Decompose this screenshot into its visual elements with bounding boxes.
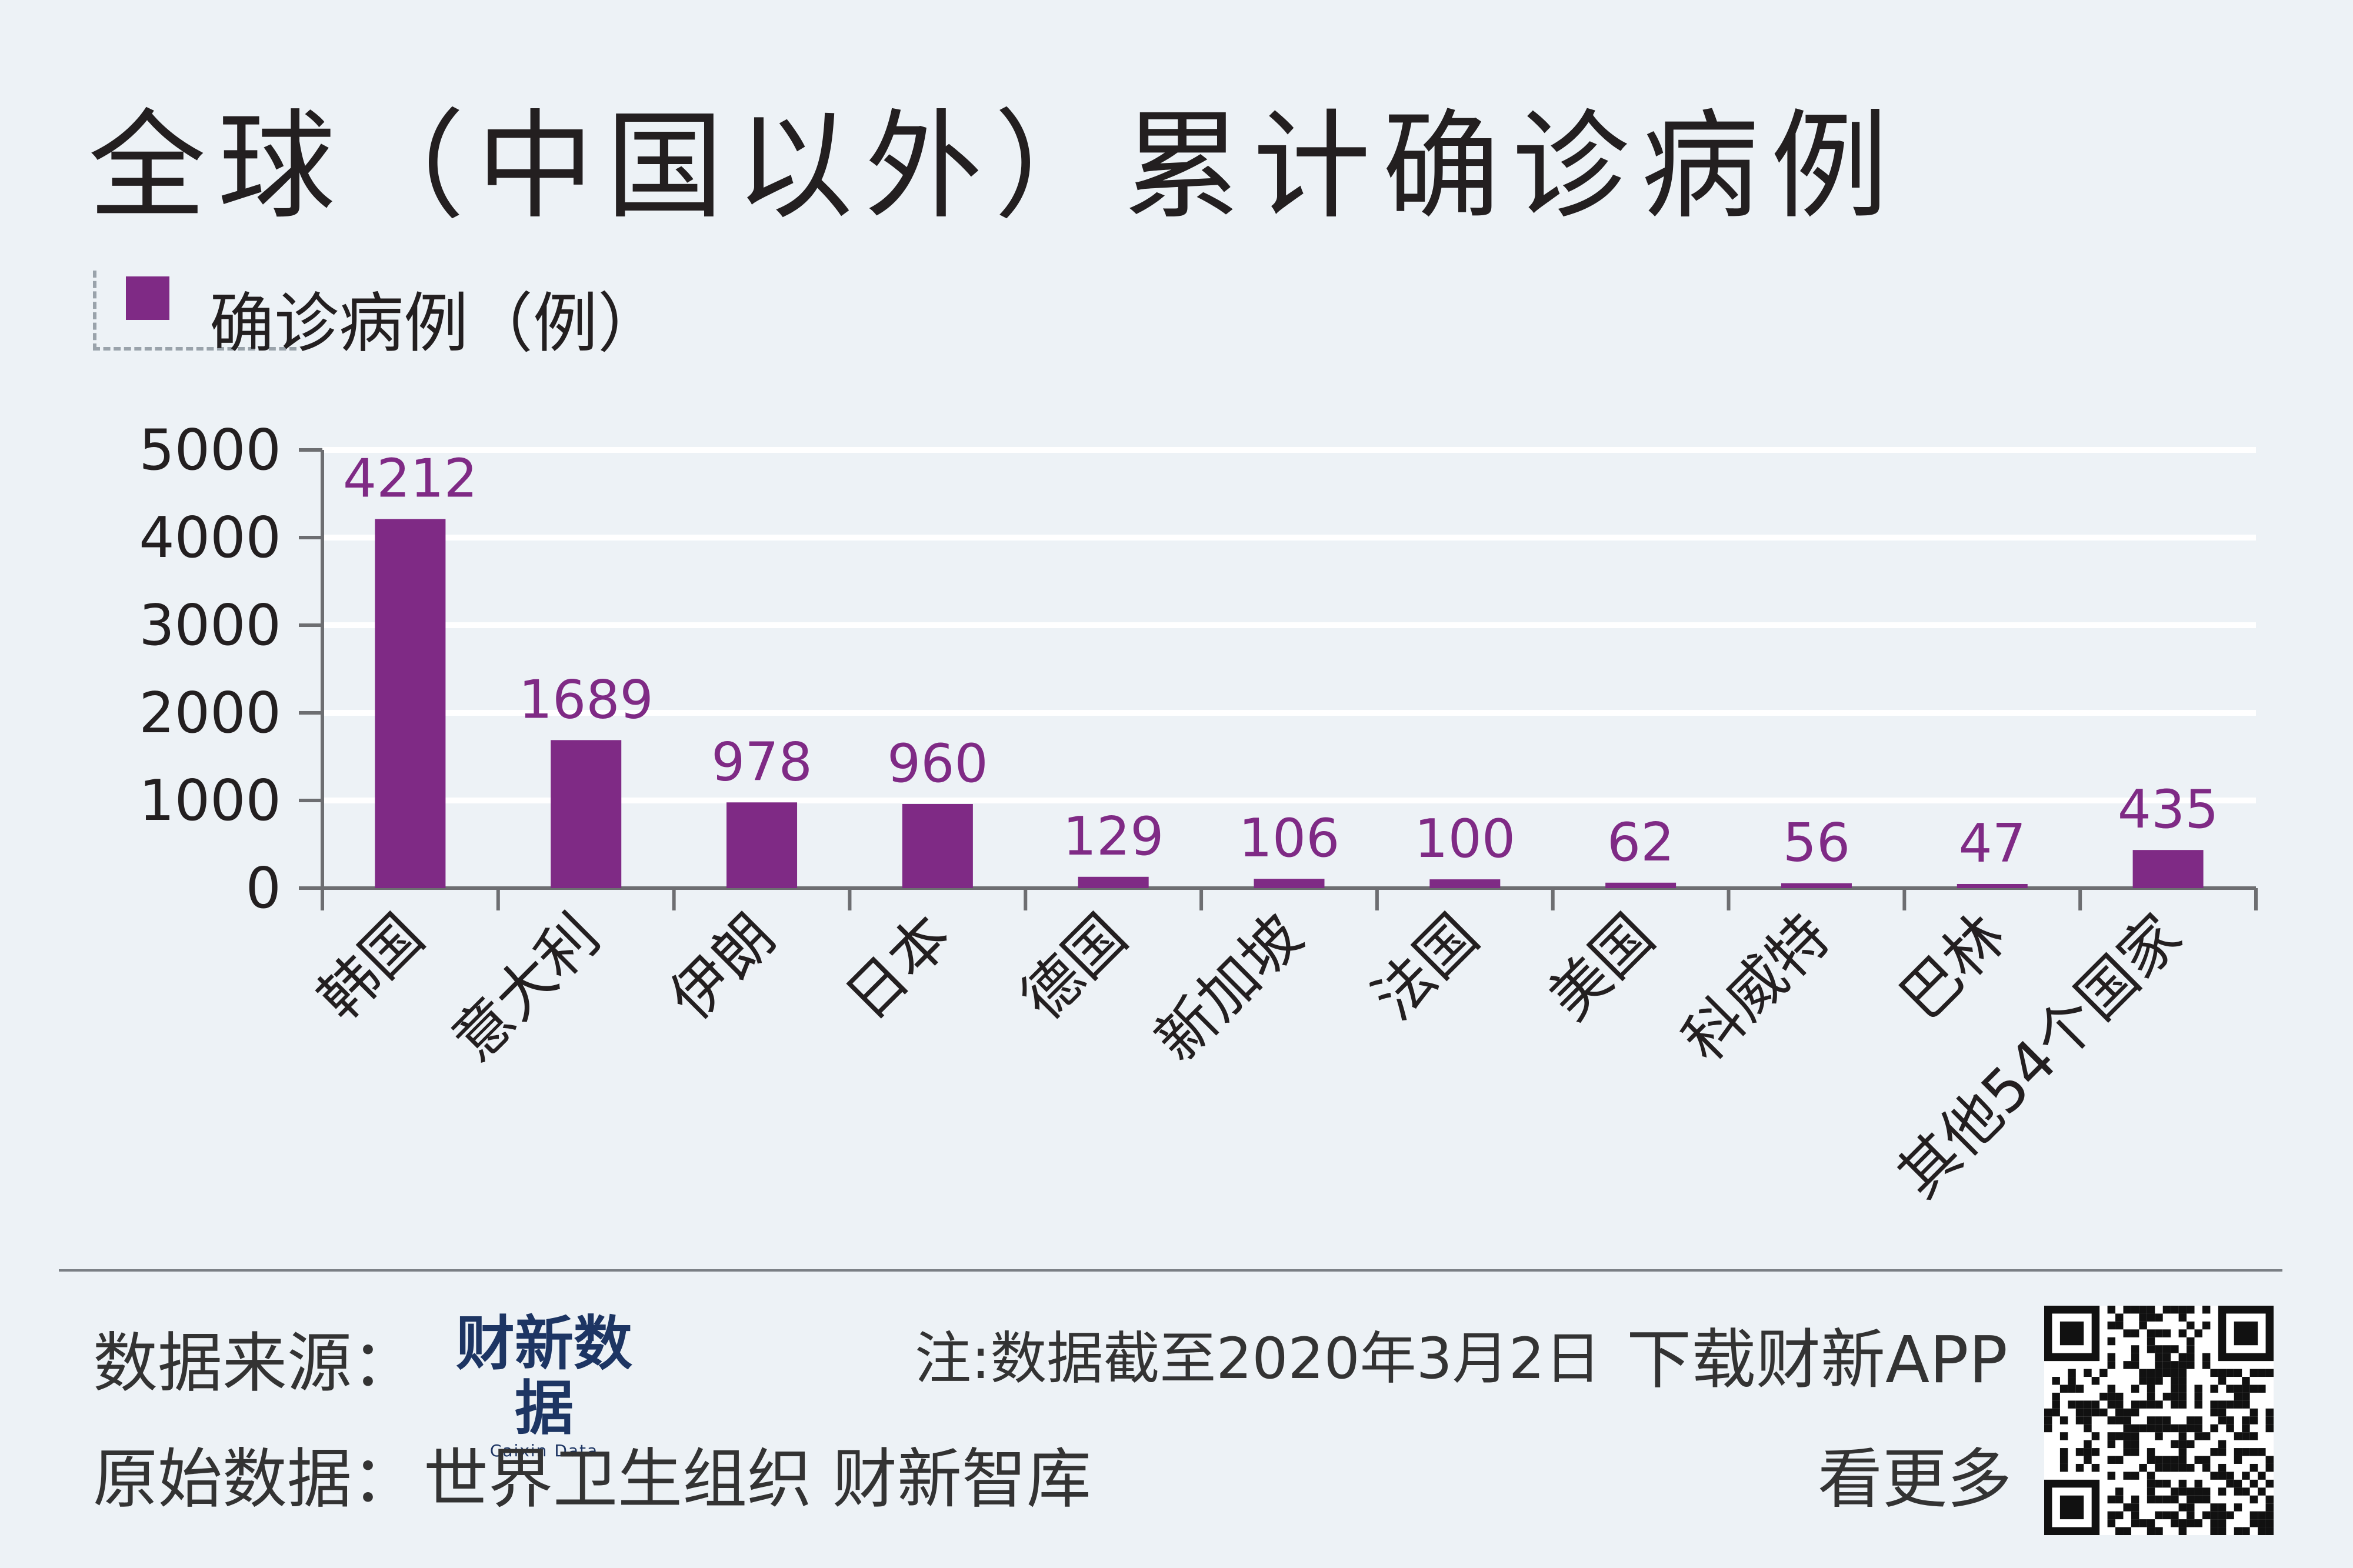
bar — [1605, 882, 1677, 888]
bar — [726, 802, 798, 888]
y-tick-label: 2000 — [139, 681, 281, 746]
data-label: 100 — [1414, 808, 1515, 870]
category-label: 科威特 — [1669, 901, 1843, 1075]
brand-cn: 财新数据 — [456, 1309, 632, 1443]
chart-title: 全球（中国以外）累计确诊病例 — [88, 98, 1901, 235]
category-label: 新加坡 — [1142, 901, 1316, 1075]
y-tick-label: 1000 — [139, 769, 281, 833]
y-tick-label: 0 — [246, 856, 281, 921]
category-label: 德国 — [1008, 901, 1139, 1033]
y-tick-label: 3000 — [139, 593, 281, 658]
data-label: 1689 — [519, 669, 654, 730]
y-tick-label: 4000 — [139, 506, 281, 571]
brand-en: Caixin Data — [489, 1441, 599, 1460]
legend-box — [93, 271, 296, 351]
bar-chart: 0 1000 2000 3000 4000 5000 4212 1689 978 960 129 1… — [139, 418, 2258, 1211]
data-label: 435 — [2118, 779, 2219, 840]
category-label: 韩国 — [305, 901, 436, 1033]
legend-label: 确诊病例（例） — [209, 286, 662, 361]
footer-divider — [59, 1269, 2282, 1272]
legend-swatch — [126, 276, 169, 320]
see-more-link[interactable]: 看更多 — [1818, 1442, 2012, 1517]
caixin-data-logo: 财新数据 Caixin Data — [432, 1309, 656, 1461]
category-label: 美国 — [1535, 901, 1667, 1033]
bar — [2132, 850, 2204, 888]
data-label: 960 — [887, 733, 988, 795]
bar — [375, 519, 446, 888]
category-label: 伊朗 — [656, 901, 788, 1033]
data-label: 62 — [1607, 812, 1675, 873]
data-label: 129 — [1063, 806, 1164, 868]
download-app-link[interactable]: 下载财新APP — [1627, 1322, 2008, 1397]
data-label: 47 — [1959, 813, 2027, 875]
bars — [375, 519, 2204, 888]
category-label: 巴林 — [1887, 901, 2019, 1033]
gridlines — [322, 447, 2256, 803]
bar — [551, 740, 622, 888]
data-label: 978 — [711, 731, 812, 793]
bar — [902, 803, 973, 888]
bar — [1254, 879, 1325, 888]
data-note: 注:数据截至2020年3月2日 — [915, 1326, 1601, 1392]
y-tick-label: 5000 — [139, 418, 281, 483]
category-label: 日本 — [832, 901, 964, 1033]
data-label: 106 — [1239, 808, 1340, 869]
category-label: 法国 — [1359, 901, 1491, 1033]
qr-code-icon[interactable] — [2044, 1306, 2274, 1535]
original-label: 原始数据： — [93, 1442, 416, 1517]
bar — [1078, 876, 1149, 888]
bar — [1957, 883, 2028, 888]
category-label: 意大利 — [439, 901, 612, 1075]
data-label: 56 — [1783, 812, 1851, 874]
bar — [1429, 879, 1501, 888]
data-label: 4212 — [343, 448, 478, 509]
source-label: 数据来源： — [93, 1326, 416, 1401]
bar — [1781, 883, 1852, 888]
original-sources: 世界卫生组织 财新智库 — [424, 1442, 1091, 1517]
data-labels: 4212 1689 978 960 129 106 100 62 56 47 435 — [343, 448, 2219, 875]
y-axis: 0 1000 2000 3000 4000 5000 — [139, 418, 324, 921]
